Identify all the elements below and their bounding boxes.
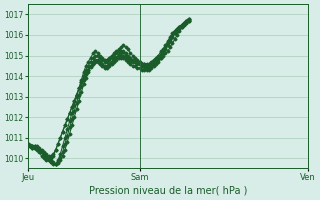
X-axis label: Pression niveau de la mer( hPa ): Pression niveau de la mer( hPa ) <box>89 186 247 196</box>
